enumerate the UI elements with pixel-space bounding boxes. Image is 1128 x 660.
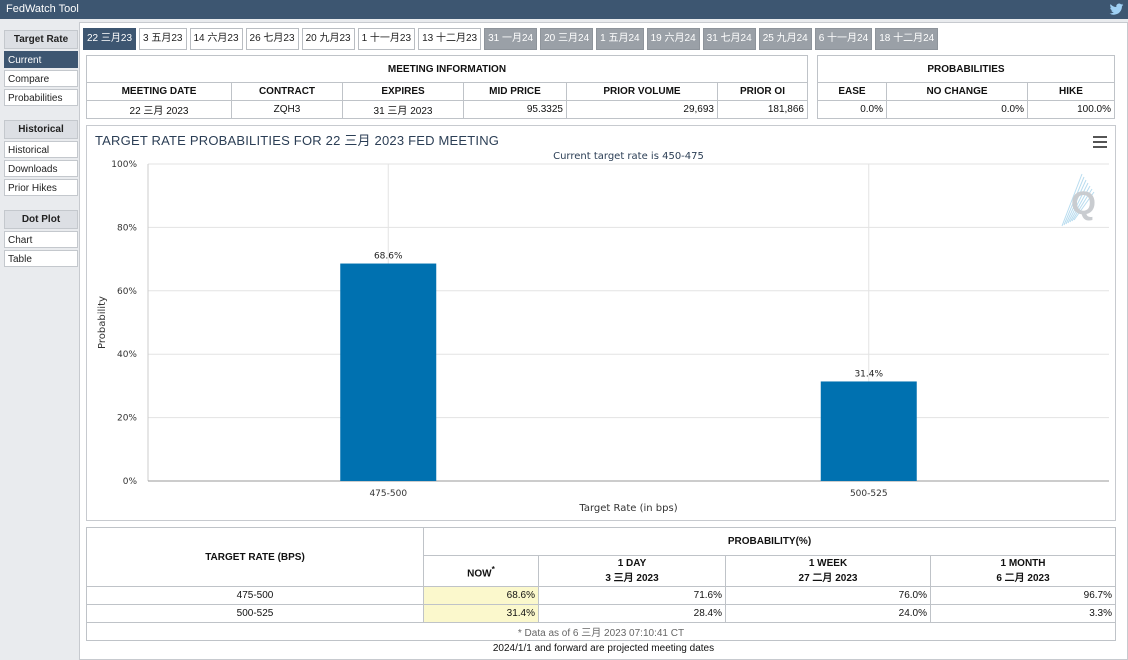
sidebar-item-probabilities[interactable]: Probabilities — [4, 89, 78, 106]
col-header: MID PRICE — [463, 82, 567, 101]
tab-meeting[interactable]: 13 十二月23 — [418, 28, 482, 50]
target-rate-header: TARGET RATE (BPS) — [86, 527, 424, 587]
x-tick-label: 500-525 — [850, 489, 888, 499]
one-day-cell: 71.6% — [538, 586, 726, 605]
col-header: MEETING DATE — [86, 82, 232, 101]
chart-subtitle: Current target rate is 450-475 — [553, 151, 704, 162]
tab-meeting[interactable]: 31 一月24 — [484, 28, 538, 50]
app-titlebar: FedWatch Tool — [0, 0, 1128, 19]
col-header: PRIOR OI — [717, 82, 808, 101]
now-cell: 31.4% — [423, 604, 539, 623]
y-tick-label: 20% — [117, 414, 137, 424]
now-marker: * — [491, 563, 495, 574]
expires-cell: 31 三月 2023 — [342, 100, 464, 119]
svg-text:Q: Q — [1071, 185, 1096, 221]
col-header: EASE — [817, 82, 887, 101]
meeting-info-heading: MEETING INFORMATION — [86, 55, 808, 83]
col-header: EXPIRES — [342, 82, 464, 101]
one-month-cell: 3.3% — [930, 604, 1116, 623]
sidebar-heading-historical: Historical — [4, 120, 78, 139]
one-month-cell: 96.7% — [930, 586, 1116, 605]
probabilities-heading: PROBABILITIES — [817, 55, 1115, 83]
hamburger-menu-icon[interactable] — [1093, 136, 1107, 148]
x-axis-title: Target Rate (in bps) — [578, 503, 677, 514]
y-tick-label: 100% — [111, 160, 137, 170]
prior-volume-cell: 29,693 — [566, 100, 718, 119]
app-title: FedWatch Tool — [6, 3, 79, 15]
col-header: HIKE — [1027, 82, 1115, 101]
tab-meeting[interactable]: 1 十一月23 — [357, 28, 416, 50]
col-header: PRIOR VOLUME — [566, 82, 718, 101]
meeting-tabs: 22 三月23 3 五月23 14 六月23 26 七月23 20 九月23 1… — [83, 28, 939, 50]
sidebar-item-downloads[interactable]: Downloads — [4, 160, 78, 177]
twitter-icon[interactable] — [1109, 2, 1124, 17]
sidebar-item-prior-hikes[interactable]: Prior Hikes — [4, 179, 78, 196]
sidebar-heading-target-rate: Target Rate — [4, 30, 78, 49]
col-header-now: NOW* — [423, 555, 539, 587]
probability-history-table: TARGET RATE (BPS) PROBABILITY(%) NOW* 1 … — [86, 526, 1116, 641]
chart-title: TARGET RATE PROBABILITIES FOR 22 三月 2023… — [95, 133, 500, 148]
table-row: 475-500 68.6% 71.6% 76.0% 96.7% — [86, 586, 1116, 605]
bar — [820, 381, 917, 481]
tab-meeting[interactable]: 6 十一月24 — [814, 28, 873, 50]
no-change-cell: 0.0% — [886, 100, 1028, 119]
col-header-1-day: 1 DAY 3 三月 2023 — [538, 555, 726, 587]
one-day-cell: 28.4% — [538, 604, 726, 623]
meeting-date-cell: 22 三月 2023 — [86, 100, 232, 119]
bar-data-label: 31.4% — [854, 369, 883, 379]
y-tick-label: 40% — [117, 350, 137, 360]
sidebar-item-compare[interactable]: Compare — [4, 70, 78, 87]
tab-meeting[interactable]: 31 七月24 — [702, 28, 756, 50]
y-axis-title: Probability — [97, 296, 108, 349]
bar-data-label: 68.6% — [374, 252, 403, 262]
col-header: NO CHANGE — [886, 82, 1028, 101]
sidebar-item-chart[interactable]: Chart — [4, 231, 78, 248]
contract-cell: ZQH3 — [231, 100, 343, 119]
tab-meeting[interactable]: 26 七月23 — [245, 28, 299, 50]
tab-meeting[interactable]: 19 六月24 — [646, 28, 700, 50]
sidebar: Target Rate Current Compare Probabilitie… — [4, 30, 78, 269]
rate-cell: 500-525 — [86, 604, 424, 623]
y-tick-label: 80% — [117, 223, 137, 233]
table-row: 500-525 31.4% 28.4% 24.0% 3.3% — [86, 604, 1116, 623]
cme-watermark-logo: Q — [1061, 173, 1096, 227]
tab-meeting[interactable]: 25 九月24 — [758, 28, 812, 50]
chart-container: TARGET RATE PROBABILITIES FOR 22 三月 2023… — [86, 125, 1116, 521]
probability-header: PROBABILITY(%) — [423, 526, 1116, 557]
bar-chart: Current target rate is 450-475 0% 20% 40% 60… — [97, 151, 1109, 514]
main-panel: 22 三月23 3 五月23 14 六月23 26 七月23 20 九月23 1… — [79, 22, 1128, 660]
sidebar-heading-dot-plot: Dot Plot — [4, 210, 78, 229]
projected-dates-note: 2024/1/1 and forward are projected meeti… — [492, 643, 715, 654]
one-week-cell: 24.0% — [725, 604, 931, 623]
bar — [340, 263, 437, 481]
y-tick-label: 0% — [123, 477, 138, 487]
tab-meeting[interactable]: 14 六月23 — [189, 28, 243, 50]
y-tick-label: 60% — [117, 287, 137, 297]
one-week-cell: 76.0% — [725, 586, 931, 605]
rate-cell: 475-500 — [86, 586, 424, 605]
tab-meeting[interactable]: 1 五月24 — [596, 28, 644, 50]
data-timestamp-note: * Data as of 6 三月 2023 07:10:41 CT — [86, 622, 1116, 641]
prior-oi-cell: 181,866 — [717, 100, 808, 119]
sidebar-item-table[interactable]: Table — [4, 250, 78, 267]
now-cell: 68.6% — [423, 586, 539, 605]
mid-price-cell: 95.3325 — [463, 100, 567, 119]
x-tick-label: 475-500 — [369, 489, 407, 499]
tab-meeting[interactable]: 18 十二月24 — [875, 28, 939, 50]
hike-cell: 100.0% — [1027, 100, 1115, 119]
col-header-1-week: 1 WEEK 27 二月 2023 — [725, 555, 931, 587]
tab-meeting[interactable]: 22 三月23 — [83, 28, 137, 50]
tab-meeting[interactable]: 20 九月23 — [301, 28, 355, 50]
col-header-1-month: 1 MONTH 6 二月 2023 — [930, 555, 1116, 587]
tab-meeting[interactable]: 3 五月23 — [139, 28, 187, 50]
meeting-info-table: MEETING INFORMATION MEETING DATE CONTRAC… — [86, 55, 808, 119]
sidebar-item-historical[interactable]: Historical — [4, 141, 78, 158]
probabilities-summary-table: PROBABILITIES EASE NO CHANGE HIKE 0.0% 0… — [817, 55, 1115, 119]
tab-meeting[interactable]: 20 三月24 — [540, 28, 594, 50]
col-header: CONTRACT — [231, 82, 343, 101]
ease-cell: 0.0% — [817, 100, 887, 119]
sidebar-item-current[interactable]: Current — [4, 51, 78, 68]
